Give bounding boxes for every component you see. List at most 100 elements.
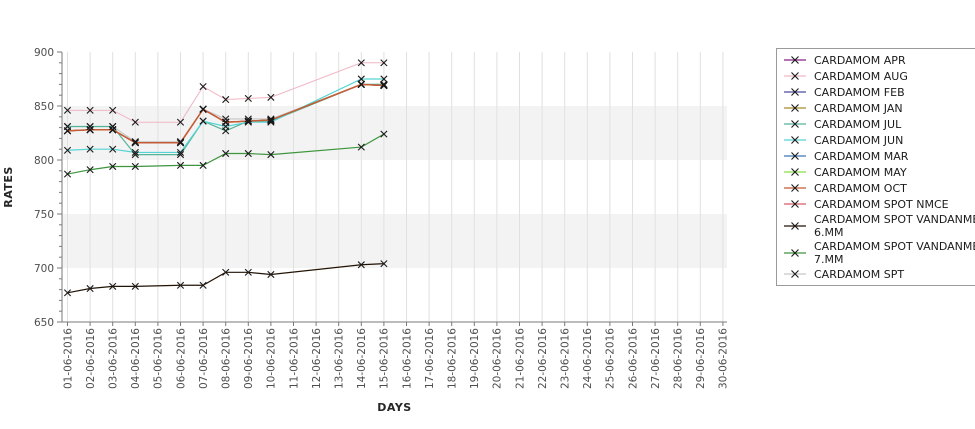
legend-item-cardamom-may: CARDAMOM MAY: [783, 164, 975, 180]
x-tick-label: 14-06-2016: [356, 328, 368, 389]
marker-x-icon: [244, 118, 252, 126]
marker-x-icon: [86, 126, 94, 134]
legend-item-cardamom-jun: CARDAMOM JUN: [783, 132, 975, 148]
x-tick-label: 13-06-2016: [334, 328, 346, 389]
legend-item-cardamom-spt: CARDAMOM SPT: [783, 266, 975, 282]
x-tick-label: 29-06-2016: [695, 328, 707, 389]
x-tick-label: 04-06-2016: [130, 328, 142, 389]
legend-marker-icon: [784, 184, 806, 192]
marker-x-icon: [109, 122, 117, 131]
x-tick-label: 18-06-2016: [447, 328, 459, 389]
marker-x-icon: [222, 115, 230, 123]
legend-item-cardamom-jul: CARDAMOM JUL: [783, 116, 975, 132]
legend-item-label: CARDAMOM APR: [814, 53, 906, 67]
legend-item-cardamom-aug: CARDAMOM AUG: [783, 68, 975, 84]
y-tick-label: 900: [34, 47, 54, 59]
legend-marker-icon: [784, 152, 806, 160]
legend-item-label: CARDAMOM MAY: [814, 165, 907, 179]
legend-marker-icon: [784, 221, 806, 230]
legend-item-cardamom-spot-nmce: CARDAMOM SPOT NMCE: [783, 196, 975, 212]
marker-x-icon: [176, 161, 185, 169]
marker-x-icon: [63, 127, 72, 135]
x-tick-label: 20-06-2016: [492, 328, 504, 389]
x-tick-label: 12-06-2016: [311, 328, 323, 389]
marker-x-icon: [109, 162, 117, 171]
marker-x-icon: [86, 106, 94, 114]
legend-marker-icon: [784, 56, 806, 64]
marker-x-icon: [176, 281, 185, 289]
marker-x-icon: [63, 106, 72, 114]
marker-x-icon: [199, 82, 207, 91]
x-tick-label: 30-06-2016: [718, 328, 730, 389]
marker-x-icon: [267, 118, 275, 126]
legend-marker-icon: [784, 88, 806, 96]
marker-x-icon: [199, 281, 207, 289]
y-axis-ticks: 650 700 750 800 850 900: [34, 47, 62, 329]
x-tick-label: 09-06-2016: [243, 328, 255, 389]
marker-x-icon: [357, 59, 365, 67]
x-tick-label: 28-06-2016: [673, 328, 685, 389]
legend-marker-icon: [784, 200, 806, 208]
legend-item-label: CARDAMOM SPOT VANDANMEDU7.MM: [814, 239, 975, 266]
legend-item-label: CARDAMOM JUL: [814, 117, 902, 131]
marker-x-icon: [176, 139, 185, 147]
x-tick-label: 21-06-2016: [514, 328, 526, 389]
legend-item-cardamom-mar: CARDAMOM MAR: [783, 148, 975, 164]
marker-x-icon: [244, 149, 252, 158]
marker-x-icon: [244, 268, 252, 276]
legend-marker-icon: [784, 168, 806, 176]
marker-x-icon: [244, 117, 252, 125]
x-tick-label: 22-06-2016: [537, 328, 549, 389]
legend-marker-icon: [784, 248, 806, 257]
legend-marker-icon: [784, 120, 806, 128]
x-tick-label: 15-06-2016: [379, 328, 391, 389]
x-tick-label: 10-06-2016: [266, 328, 278, 389]
marker-x-icon: [63, 289, 72, 297]
marker-x-icon: [131, 138, 139, 146]
marker-x-icon: [357, 80, 365, 88]
marker-x-icon: [131, 282, 139, 290]
x-tick-label: 08-06-2016: [221, 328, 233, 389]
marker-x-icon: [244, 115, 252, 123]
marker-x-icon: [131, 118, 139, 126]
marker-x-icon: [176, 118, 185, 126]
legend-item-label: CARDAMOM JAN: [814, 101, 903, 115]
x-tick-label: 11-06-2016: [288, 328, 300, 389]
legend-item-label: CARDAMOM SPOT VANDANMEDU6.MM: [814, 212, 975, 239]
marker-x-icon: [131, 151, 139, 159]
marker-x-icon: [357, 75, 365, 83]
marker-x-icon: [131, 139, 139, 147]
marker-x-icon: [222, 149, 230, 158]
marker-x-icon: [109, 145, 117, 153]
marker-x-icon: [199, 161, 207, 169]
legend-marker-icon: [784, 136, 806, 144]
y-tick-label: 650: [34, 317, 54, 329]
legend-item-cardamom-feb: CARDAMOM FEB: [783, 84, 975, 100]
marker-x-icon: [267, 116, 275, 124]
legend-item-cardamom-spot-vandanmedu-6-mm: CARDAMOM SPOT VANDANMEDU6.MM: [783, 212, 975, 239]
x-tick-label: 25-06-2016: [605, 328, 617, 389]
gridlines: [67, 52, 724, 322]
legend-marker-icon: [784, 104, 806, 112]
legend-item-label: CARDAMOM SPT: [814, 267, 905, 281]
marker-x-icon: [176, 138, 185, 146]
axes: [61, 52, 727, 323]
marker-x-icon: [244, 94, 252, 103]
x-tick-label: 03-06-2016: [108, 328, 120, 389]
marker-x-icon: [380, 81, 388, 90]
marker-x-icon: [267, 151, 275, 159]
marker-x-icon: [176, 148, 185, 157]
x-tick-label: 17-06-2016: [424, 328, 436, 389]
y-axis-title: RATES: [2, 166, 15, 208]
shaded-bands: [62, 106, 727, 268]
x-tick-label: 05-06-2016: [153, 328, 165, 389]
marker-x-icon: [109, 126, 117, 134]
x-tick-label: 24-06-2016: [582, 328, 594, 389]
x-axis-ticks: 01-06-2016 02-06-2016 03-06-2016 04-06-2016…: [62, 322, 730, 389]
marker-x-icon: [357, 261, 365, 269]
x-tick-label: 19-06-2016: [469, 328, 481, 389]
marker-x-icon: [267, 270, 275, 279]
marker-x-icon: [86, 145, 94, 153]
marker-x-icon: [63, 170, 72, 178]
